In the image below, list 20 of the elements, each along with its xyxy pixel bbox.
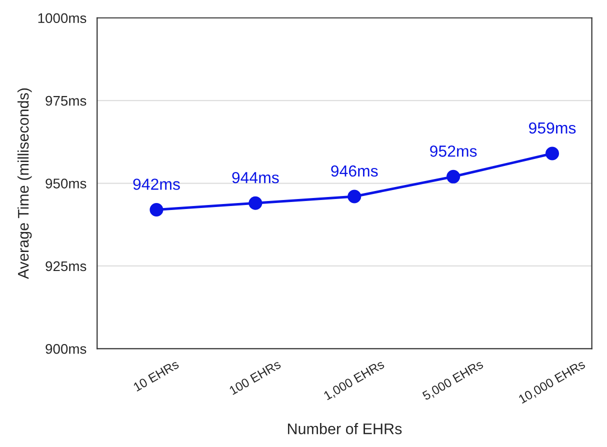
x-tick-label: 5,000 EHRs — [422, 360, 485, 402]
point — [545, 146, 560, 160]
y-axis-title: Average Time (milliseconds) — [18, 88, 32, 280]
point — [446, 170, 460, 184]
y-tick-label: 975ms — [46, 96, 86, 106]
point — [248, 196, 262, 210]
y-tick-label: 925ms — [46, 261, 86, 272]
y-tick-label: 1000ms — [38, 13, 86, 24]
point — [150, 202, 164, 216]
data-label: 952ms — [430, 146, 477, 157]
data-label: 944ms — [232, 172, 279, 184]
data-label: 959ms — [529, 122, 576, 134]
x-axis-title: Number of EHRs — [288, 423, 402, 434]
x-tick-label: 10 EHRs — [132, 360, 180, 392]
y-tick-label: 900ms — [46, 344, 86, 354]
data-label: 946ms — [331, 165, 378, 177]
x-tick-label: 100 EHRs — [228, 360, 282, 396]
point — [348, 190, 362, 204]
y-tick-label: 950ms — [46, 178, 86, 188]
data-label: 942ms — [133, 178, 180, 190]
